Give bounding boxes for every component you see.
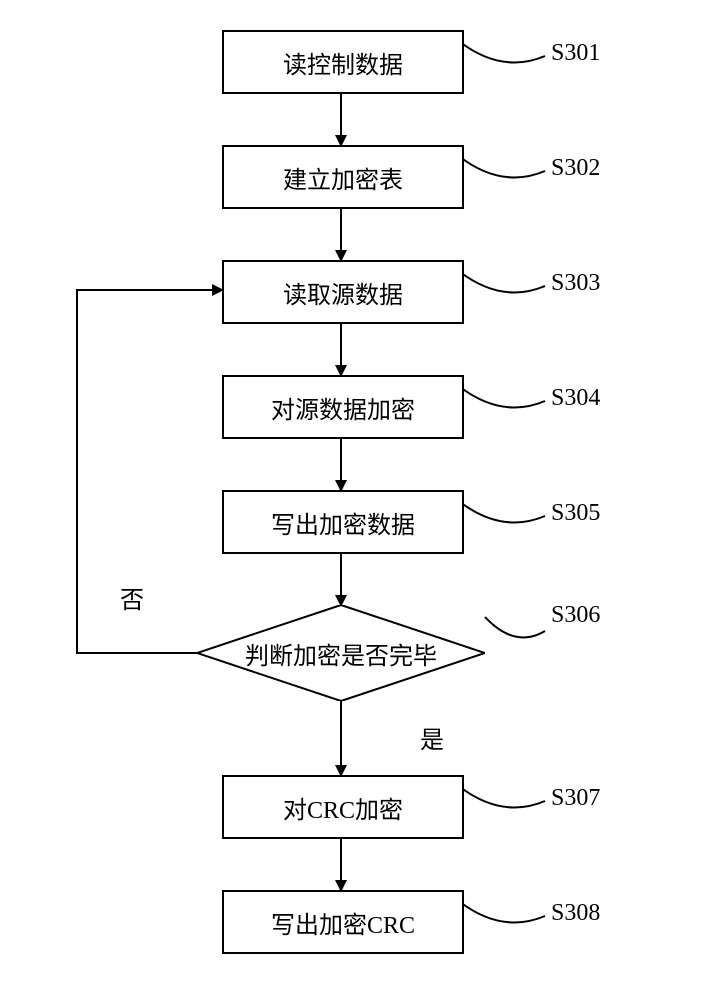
step-label-s2: S302	[551, 155, 600, 182]
step-text: 对CRC加密	[283, 790, 403, 825]
step-text: 读控制数据	[283, 45, 403, 80]
edge-label-no: 否	[120, 580, 144, 615]
step-text: 读取源数据	[283, 275, 403, 310]
decision-text: 判断加密是否完毕	[245, 636, 437, 671]
step-label-s7: S307	[551, 785, 600, 812]
step-label-s8: S308	[551, 900, 600, 927]
step-label-s1: S301	[551, 40, 600, 67]
step-s5: 写出加密数据	[222, 490, 464, 554]
step-label-s3: S303	[551, 270, 600, 297]
step-text: 写出加密CRC	[271, 905, 415, 940]
edge-label-yes: 是	[420, 720, 444, 755]
step-text: 对源数据加密	[271, 390, 415, 425]
decision-d1: 判断加密是否完毕	[197, 605, 485, 701]
step-s2: 建立加密表	[222, 145, 464, 209]
step-text: 写出加密数据	[271, 505, 415, 540]
step-label-s4: S304	[551, 385, 600, 412]
step-text: 建立加密表	[283, 160, 403, 195]
step-s7: 对CRC加密	[222, 775, 464, 839]
step-s4: 对源数据加密	[222, 375, 464, 439]
step-s8: 写出加密CRC	[222, 890, 464, 954]
step-s1: 读控制数据	[222, 30, 464, 94]
step-s3: 读取源数据	[222, 260, 464, 324]
step-label-s5: S305	[551, 500, 600, 527]
flowchart-canvas: 读控制数据 S301 建立加密表 S302 读取源数据 S303 对源数据加密 …	[0, 0, 718, 1000]
step-label-d1: S306	[551, 602, 600, 629]
